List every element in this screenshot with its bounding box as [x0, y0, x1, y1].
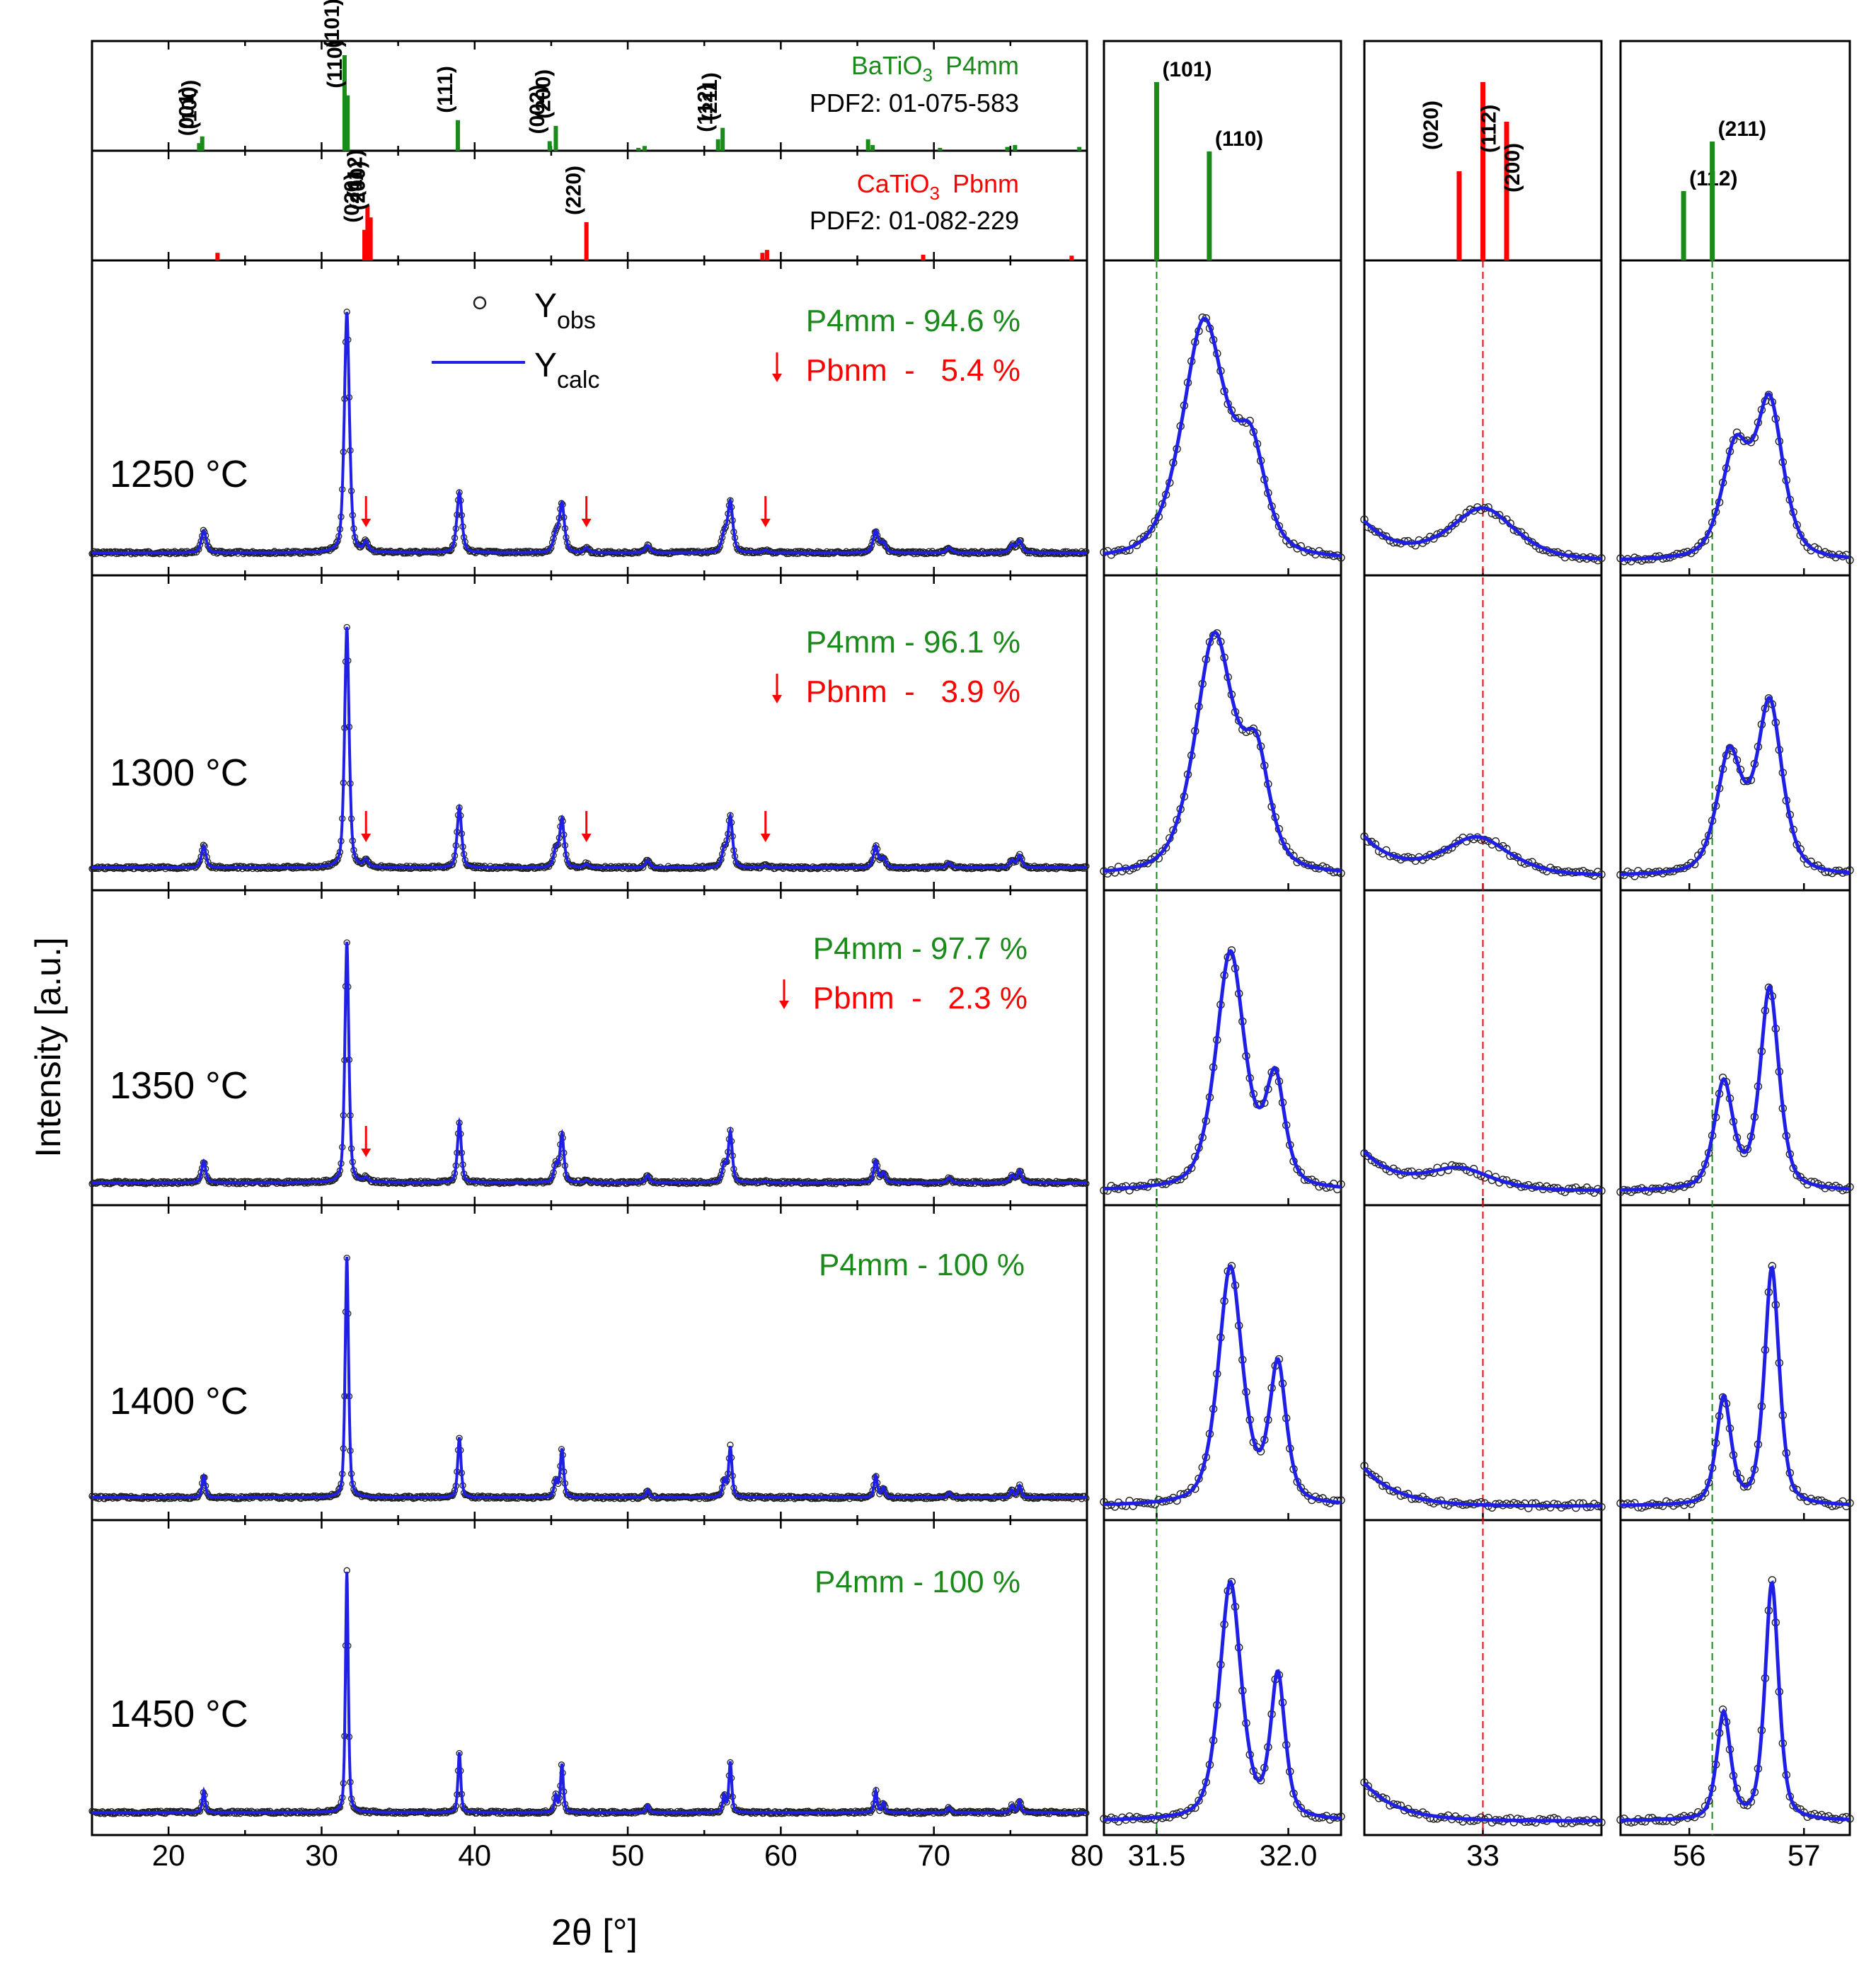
- zoom-frame-0-1: [1103, 574, 1342, 892]
- main-x-tick-label: 50: [611, 1839, 645, 1872]
- zoom-frame-2-0: [1619, 259, 1851, 577]
- ref-peak-label: (002): [526, 84, 549, 134]
- ref-peak-label: (200): [347, 161, 370, 210]
- zoom-x-tick-label: 33: [1466, 1839, 1500, 1872]
- zoom-calc-curve: [1621, 1265, 1850, 1507]
- zoom-ref-label: (110): [1215, 127, 1263, 151]
- zoom-calc-curve: [1621, 984, 1851, 1192]
- zoom-x-tick-label: 32.0: [1260, 1839, 1318, 1872]
- zoom-ref-label: (211): [1718, 117, 1766, 141]
- calc-curve-3: [92, 1256, 1087, 1499]
- zoom-obs-point: [1147, 524, 1156, 533]
- main-x-tick-label: 40: [458, 1839, 491, 1872]
- ref-peak-label: (200): [531, 69, 555, 119]
- cto-arrow-head: [581, 519, 592, 527]
- zoom-frame-0-4: [1103, 1519, 1342, 1836]
- cto-arrow-head: [361, 519, 372, 527]
- zoom-calc-curve: [1103, 948, 1342, 1191]
- zoom-frame-0-0: [1103, 259, 1342, 577]
- chart-marks: (001)(100)(101)(110)(111) (002)(200) (112)…: [88, 0, 1854, 1828]
- zoom-frame-2-4: [1619, 1519, 1851, 1836]
- main-pattern-frame-1: [91, 574, 1088, 892]
- ref-peak-label: (111): [434, 66, 457, 113]
- zoom-calc-curve: [1363, 506, 1602, 560]
- zoom-calc-curve: [1104, 1264, 1342, 1507]
- main-x-tick-label: 80: [1071, 1839, 1104, 1872]
- zoom-x-tick-label: 57: [1788, 1839, 1821, 1872]
- zoom-ref-label: (112): [1478, 105, 1501, 153]
- zoom-frame-0-3: [1103, 1204, 1342, 1522]
- zoom-calc-curve: [1621, 391, 1851, 561]
- zoom-frame-2-1: [1619, 574, 1851, 892]
- guide-lines: [1156, 260, 1713, 1835]
- zoom-frame-2-3: [1619, 1204, 1851, 1522]
- panel-frames: 20 30 40 50 60 70 80 31.5 32.0 33 56 57: [91, 40, 1851, 1872]
- zoom-obs-point: [1231, 414, 1240, 422]
- main-x-tick-label: 70: [917, 1839, 950, 1872]
- main-x-tick-label: 30: [305, 1839, 338, 1872]
- zoom-frame-0-2: [1103, 889, 1342, 1207]
- cto-arrow-head: [581, 834, 592, 842]
- zoom-frame-2-2: [1619, 889, 1851, 1207]
- zoom-calc-curve: [1621, 696, 1851, 876]
- ref-peak-label: (101): [321, 0, 344, 48]
- legend-arrow-head: [772, 374, 782, 382]
- legend-arrow-head: [779, 1001, 789, 1009]
- zoom-ref-frame-0: [1103, 40, 1342, 262]
- cto-arrow-head: [760, 519, 771, 527]
- main-x-tick-label: 60: [764, 1839, 798, 1872]
- cto-arrow-head: [361, 1149, 372, 1157]
- zoom-obs-point: [1513, 527, 1522, 536]
- calc-curve-2: [92, 941, 1087, 1184]
- ref-peak-label: (100): [178, 80, 202, 130]
- ref-peak-label: (211): [698, 72, 722, 120]
- calc-curve-0: [92, 311, 1087, 554]
- ref-peak-label: (001): [175, 86, 198, 136]
- cto-arrow-head: [361, 834, 372, 842]
- zoom-ref-frame-2: [1619, 40, 1851, 262]
- legend-arrow-head: [772, 695, 782, 703]
- calc-curve-1: [92, 626, 1087, 869]
- zoom-obs-point: [1144, 530, 1152, 539]
- zoom-calc-curve: [1103, 630, 1342, 873]
- ref-peak-label: (020): [340, 173, 364, 223]
- zoom-ref-label: (101): [1162, 58, 1212, 81]
- obs-point: [357, 544, 364, 551]
- ref-peak-label: (112): [694, 84, 718, 132]
- zoom-ref-label: (020): [1420, 100, 1443, 150]
- ref-peak-label: (220): [563, 166, 586, 215]
- main-x-tick-label: 20: [152, 1839, 185, 1872]
- ref-peak-label: (110): [323, 40, 347, 88]
- main-pattern-frame-4: [91, 1519, 1088, 1836]
- zoom-x-tick-label: 56: [1673, 1839, 1706, 1872]
- zoom-ref-label: (200): [1501, 143, 1524, 192]
- zoom-calc-curve: [1103, 316, 1342, 558]
- zoom-x-tick-label: 31.5: [1128, 1839, 1186, 1872]
- ref-peak-label: (112): [343, 149, 367, 197]
- cto-arrow-head: [760, 834, 771, 842]
